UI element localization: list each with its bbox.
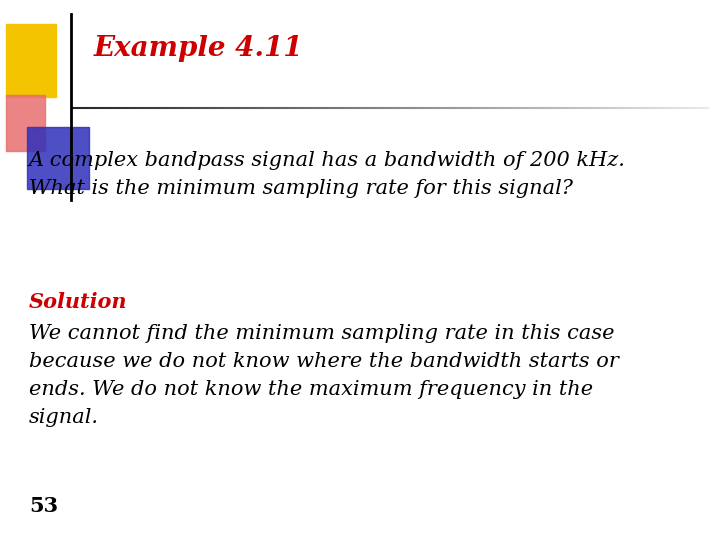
Text: We cannot find the minimum sampling rate in this case
because we do not know whe: We cannot find the minimum sampling rate… — [29, 324, 618, 427]
Text: Solution: Solution — [29, 292, 127, 312]
Bar — [6, 94, 45, 151]
Text: Example 4.11: Example 4.11 — [94, 35, 303, 62]
Bar — [27, 127, 89, 189]
Text: 53: 53 — [29, 496, 58, 516]
Bar — [6, 24, 56, 97]
Text: A complex bandpass signal has a bandwidth of 200 kHz.
What is the minimum sampli: A complex bandpass signal has a bandwidt… — [29, 151, 626, 198]
